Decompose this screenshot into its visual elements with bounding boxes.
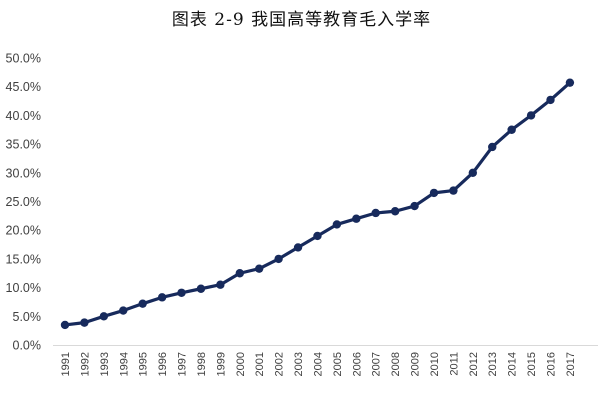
data-point: [274, 254, 283, 264]
x-tick-label: 2001: [254, 352, 266, 376]
x-tick-label: 2011: [448, 352, 460, 376]
data-point: [177, 288, 186, 297]
data-point: [235, 269, 244, 278]
data-point: [352, 214, 361, 223]
data-point: [119, 306, 128, 315]
chart-title: 图表 2-9 我国高等教育毛入学率: [171, 10, 432, 30]
data-point: [410, 201, 419, 211]
x-tick-label: 2010: [429, 352, 441, 376]
data-point: [507, 125, 516, 134]
x-tick-label: 1996: [157, 352, 169, 376]
x-tick-label: 2000: [235, 352, 247, 376]
series-line: [63, 81, 572, 327]
data-point: [255, 264, 264, 273]
data-point: [99, 312, 109, 321]
y-tick-label: 5.0%: [13, 310, 42, 324]
x-tick-label: 2014: [507, 352, 519, 376]
data-point: [526, 111, 536, 120]
x-tick-label: 2002: [274, 352, 286, 376]
x-tick-label: 1998: [196, 352, 208, 376]
x-tick-label: 2016: [546, 352, 558, 376]
data-point: [138, 299, 147, 308]
x-tick-label: 1994: [118, 352, 130, 376]
x-tick-label: 1999: [215, 352, 227, 376]
x-tick-label: 2003: [293, 352, 305, 376]
x-tick-label: 1991: [60, 352, 72, 376]
y-tick-label: 40.0%: [6, 109, 41, 123]
data-point: [196, 284, 206, 293]
y-tick-label: 45.0%: [6, 80, 41, 94]
data-point: [449, 186, 458, 195]
x-tick-label: 1992: [79, 352, 91, 376]
data-point: [390, 207, 400, 216]
x-tick-label: 1997: [177, 352, 189, 376]
data-point: [157, 293, 167, 302]
x-tick-label: 2017: [565, 352, 577, 376]
x-tick-label: 2007: [371, 352, 383, 376]
data-point: [468, 168, 478, 177]
y-tick-label: 0.0%: [13, 339, 42, 353]
data-point: [60, 320, 70, 330]
x-tick-label: 2009: [410, 352, 422, 376]
y-tick-label: 35.0%: [6, 138, 41, 152]
x-tick-label: 2006: [351, 352, 363, 376]
data-point: [216, 280, 225, 289]
x-tick-label: 2005: [332, 352, 344, 376]
data-point: [293, 243, 303, 252]
y-axis: 0.0% 5.0% 10.0% 15.0% 20.0% 25.0% 30.0% 35.0% 40…: [6, 52, 41, 353]
data-point: [371, 208, 380, 218]
y-tick-label: 20.0%: [6, 224, 41, 238]
x-axis: 1991 1992 1993 1994 1995 1996 1997 1998 1999 2000…: [60, 352, 577, 376]
data-point: [565, 78, 575, 87]
y-tick-label: 15.0%: [6, 252, 41, 266]
y-tick-label: 50.0%: [6, 52, 41, 66]
x-tick-label: 2015: [526, 352, 538, 376]
x-tick-label: 1993: [99, 352, 111, 376]
y-tick-label: 25.0%: [6, 195, 41, 209]
x-tick-label: 2004: [312, 352, 324, 376]
y-tick-label: 30.0%: [6, 166, 41, 180]
data-point: [429, 188, 439, 198]
x-tick-label: 2008: [390, 352, 402, 376]
data-point: [80, 318, 89, 327]
data-point: [313, 231, 322, 241]
data-point: [546, 95, 555, 105]
x-tick-label: 1995: [138, 352, 150, 376]
x-tick-label: 2013: [487, 352, 499, 376]
data-point: [332, 220, 342, 229]
x-tick-label: 2012: [468, 352, 480, 376]
data-point: [488, 142, 497, 152]
y-tick-label: 10.0%: [6, 281, 41, 295]
data-points: [60, 78, 575, 330]
